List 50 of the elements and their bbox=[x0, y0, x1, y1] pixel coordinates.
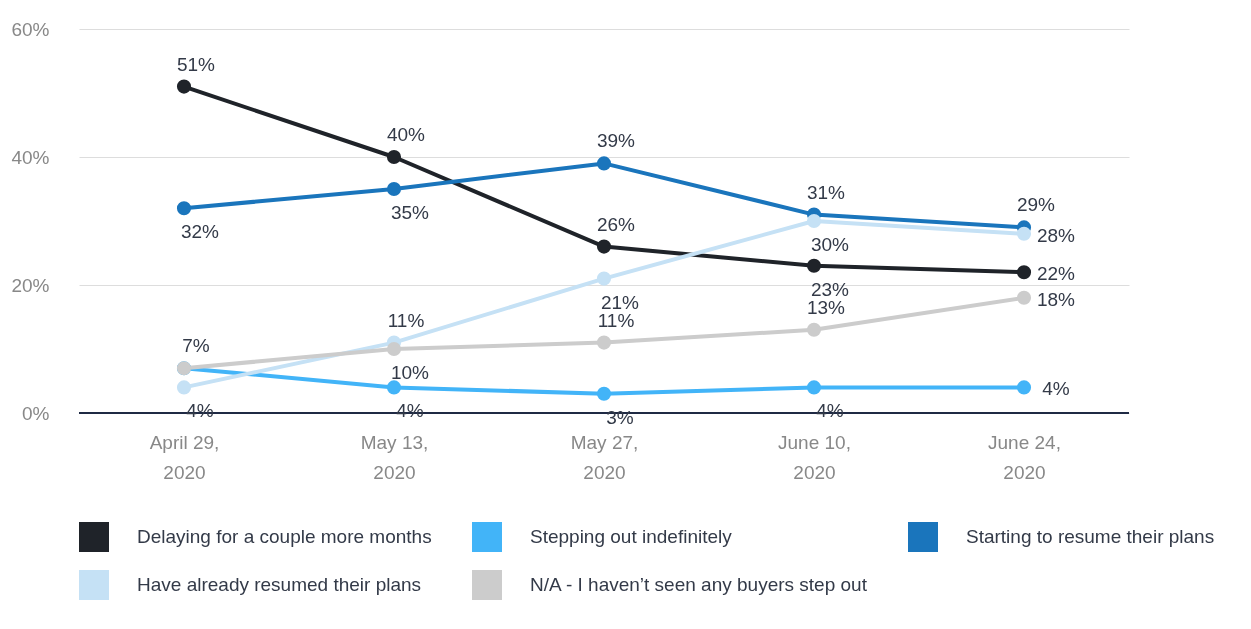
point bbox=[806, 380, 822, 395]
point bbox=[806, 322, 822, 337]
point bbox=[386, 380, 402, 395]
data-label: 51% bbox=[176, 53, 216, 75]
point bbox=[386, 341, 402, 357]
point bbox=[806, 213, 822, 229]
data-label: 32% bbox=[180, 221, 220, 243]
x-tick-label: June 24, 2020 bbox=[988, 431, 1061, 483]
legend-label: Stepping out indefinitely bbox=[530, 526, 733, 547]
point bbox=[596, 386, 612, 401]
data-label: 30% bbox=[810, 234, 850, 255]
point bbox=[176, 79, 192, 94]
data-label: 28% bbox=[1036, 224, 1076, 246]
point bbox=[176, 380, 192, 395]
point bbox=[806, 258, 822, 273]
legend-label: Starting to resume their plans bbox=[966, 526, 1215, 547]
y-tick-label: 20% bbox=[11, 274, 50, 296]
data-label: 35% bbox=[390, 202, 430, 223]
point bbox=[596, 271, 612, 286]
data-label: 18% bbox=[1036, 288, 1076, 310]
data-label: 7% bbox=[182, 335, 210, 357]
point bbox=[1016, 290, 1032, 305]
point bbox=[386, 149, 402, 165]
data-label: 4% bbox=[1042, 378, 1070, 400]
legend-label: Delaying for a couple more months bbox=[137, 526, 432, 547]
data-label: 26% bbox=[596, 213, 636, 235]
data-label: 22% bbox=[1036, 263, 1076, 285]
data-label: 31% bbox=[806, 181, 846, 203]
point bbox=[596, 156, 612, 171]
data-label: 39% bbox=[596, 130, 636, 152]
y-tick-label: 40% bbox=[11, 146, 50, 168]
point bbox=[596, 335, 612, 350]
point bbox=[1016, 265, 1032, 280]
legend-label: Have already resumed their plans bbox=[137, 574, 422, 595]
data-label: 29% bbox=[1016, 194, 1056, 216]
y-tick-label: 60% bbox=[11, 18, 50, 40]
point bbox=[176, 201, 192, 216]
point bbox=[596, 239, 612, 254]
point bbox=[1016, 380, 1032, 395]
data-label: 11% bbox=[387, 309, 425, 331]
point bbox=[1016, 226, 1032, 241]
legend-label: N/A - I haven’t seen any buyers step out bbox=[530, 574, 868, 595]
x-tick-label: April 29, 2020 bbox=[149, 431, 220, 483]
point bbox=[386, 181, 402, 197]
data-label: 10% bbox=[390, 362, 430, 383]
data-label: 40% bbox=[386, 124, 426, 145]
x-tick-label: June 10, 2020 bbox=[778, 431, 851, 483]
x-tick-label: May 13, 2020 bbox=[360, 431, 429, 483]
x-tick-label: May 27, 2020 bbox=[570, 431, 639, 483]
y-tick-label: 0% bbox=[22, 402, 50, 424]
